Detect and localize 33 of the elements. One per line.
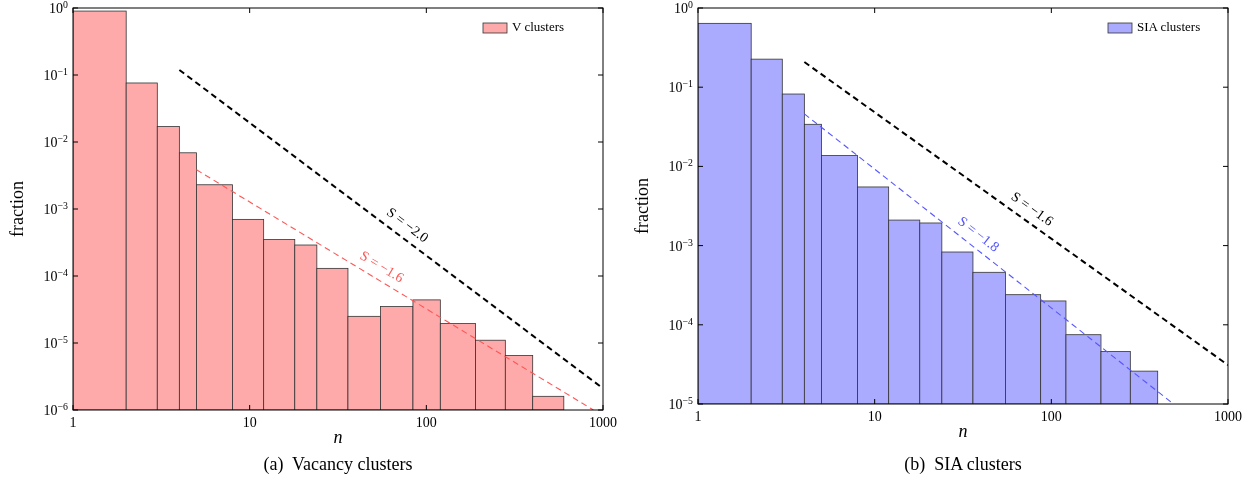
x-tick-label: 10 xyxy=(867,409,882,424)
x-tick-label: 100 xyxy=(415,415,437,430)
y-tick-label: 10$^{−5}$ xyxy=(43,333,69,351)
text: S = −1.6 xyxy=(1008,188,1057,229)
text: (a) Vacancy clusters xyxy=(263,454,413,475)
y-tick-label: 10$^{−6}$ xyxy=(43,400,69,418)
text: S = −1.8 xyxy=(955,213,1003,255)
x-axis-title: n xyxy=(958,421,968,441)
y-tick-label: 10$^{−1}$ xyxy=(43,65,69,83)
x-tick-label: 1 xyxy=(69,415,77,430)
x-axis-title: n xyxy=(333,427,343,447)
y-axis-title: fraction xyxy=(632,178,652,234)
text: S = −1.6 xyxy=(357,247,407,286)
x-tick-label: 1000 xyxy=(1214,409,1242,424)
y-tick-label: 10$^{−3}$ xyxy=(43,199,69,217)
legend-label: SIA clusters xyxy=(1137,18,1201,34)
text: (b) SIA clusters xyxy=(904,454,1022,475)
text: S = −2.0 xyxy=(383,204,432,246)
y-tick-label: 10$^{−4}$ xyxy=(668,315,694,333)
x-tick-label: 10 xyxy=(242,415,257,430)
y-tick-label: 10$^{−2}$ xyxy=(668,156,694,175)
y-tick-label: 10$^{−1}$ xyxy=(668,77,694,96)
y-tick-label: 10$^{−2}$ xyxy=(43,132,69,150)
y-tick-label: 10$^{−3}$ xyxy=(668,236,694,254)
x-tick-label: 1 xyxy=(694,409,702,424)
y-tick-label: 10$^{−5}$ xyxy=(668,394,694,412)
y-tick-label: 10$^{0}$ xyxy=(674,0,694,16)
y-tick-label: 10$^{0}$ xyxy=(49,0,69,16)
legend-label: V clusters xyxy=(512,18,565,34)
y-axis-title: fraction xyxy=(7,181,27,237)
y-tick-label: 10$^{−4}$ xyxy=(43,266,69,284)
x-tick-label: 1000 xyxy=(589,415,617,430)
x-tick-label: 100 xyxy=(1040,409,1062,424)
